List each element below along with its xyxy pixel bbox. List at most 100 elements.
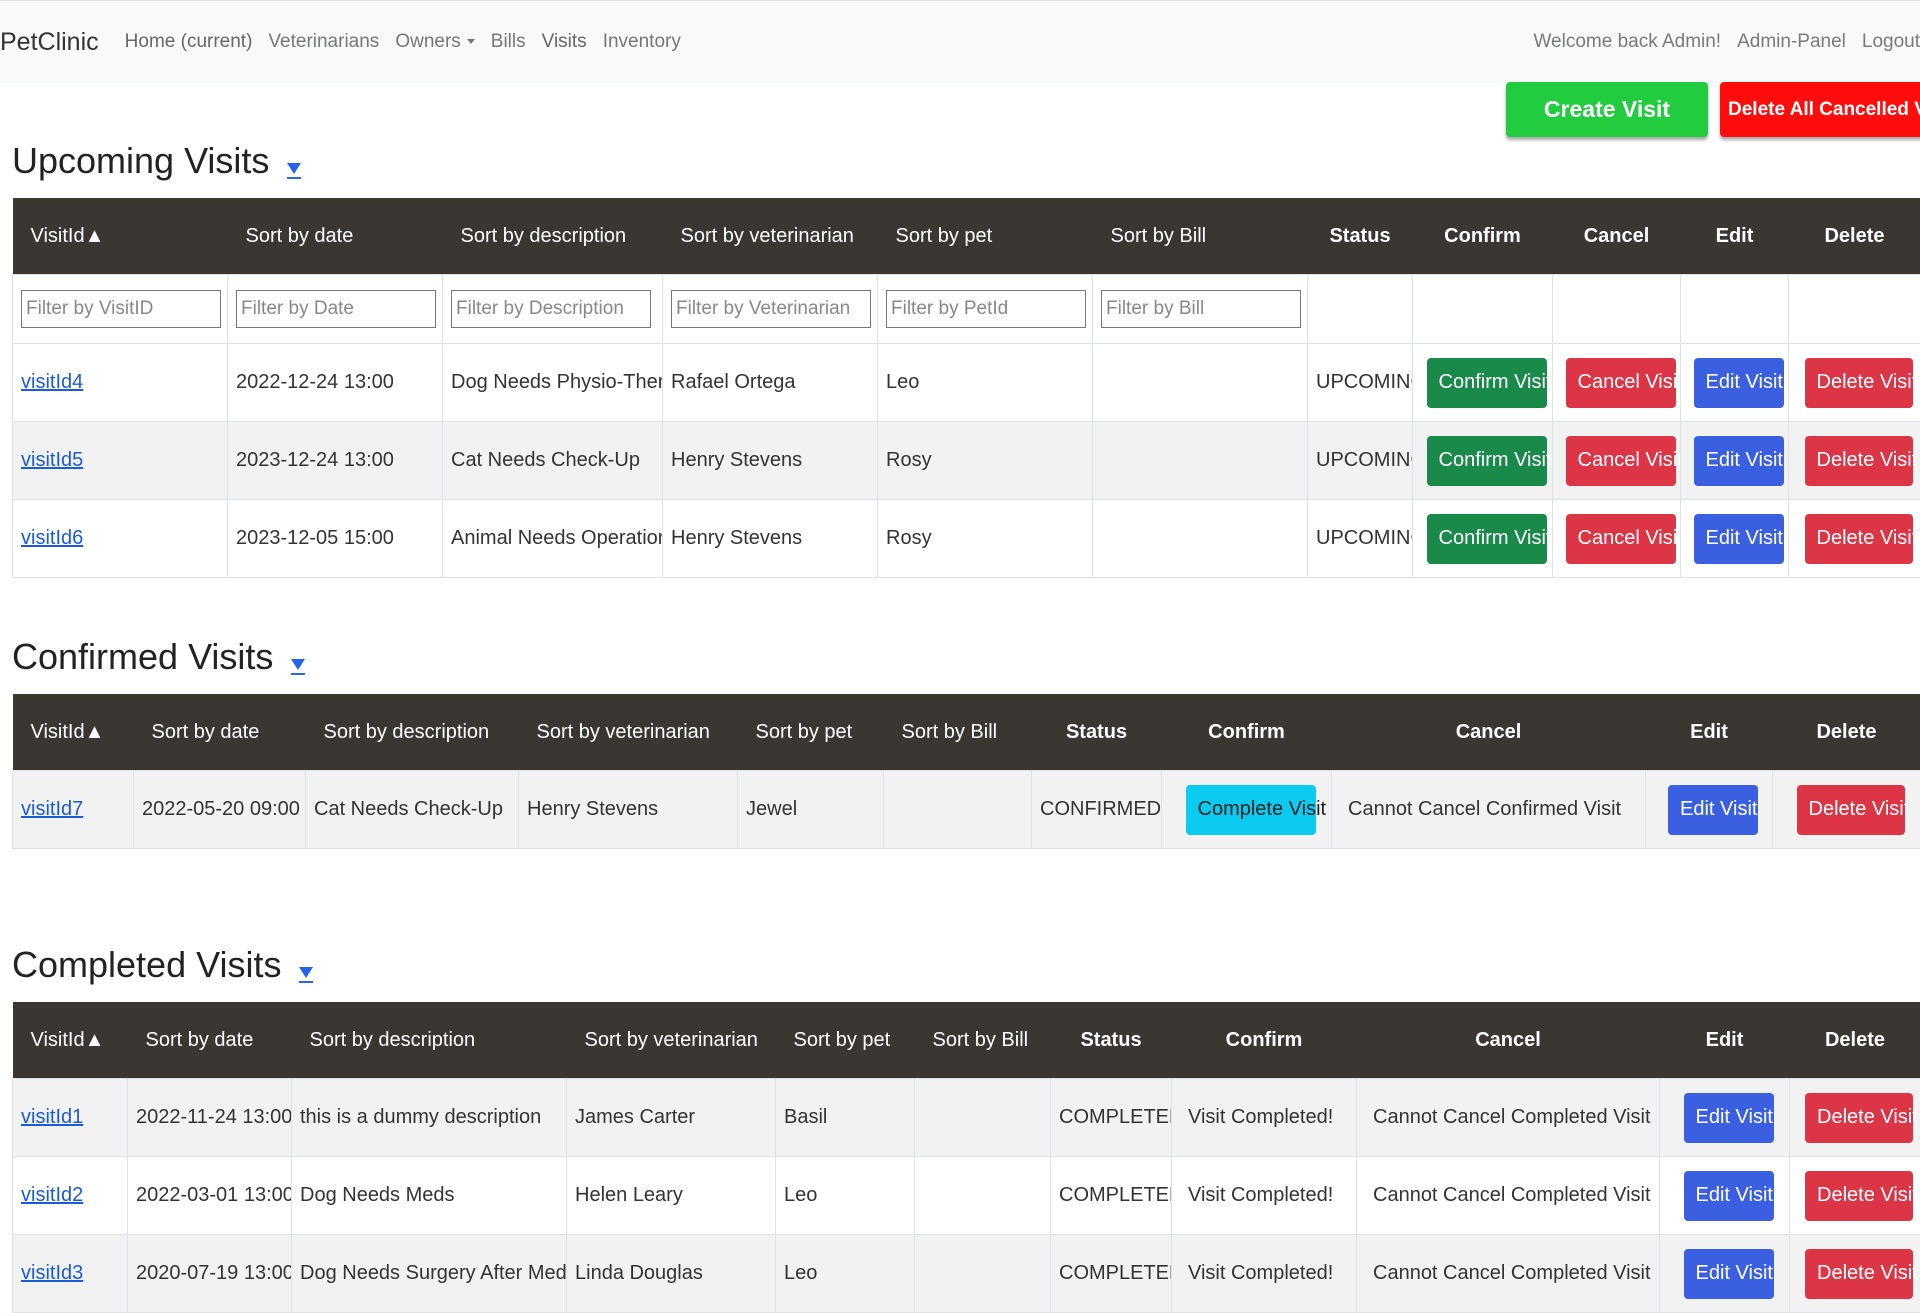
edit-visit-button[interactable]: Edit Visit bbox=[1694, 514, 1784, 564]
toggle-down-icon[interactable] bbox=[299, 965, 313, 983]
edit-visit-button[interactable]: Edit Visit bbox=[1684, 1249, 1774, 1299]
caret-down-icon bbox=[467, 39, 475, 44]
visit-status-cell: COMPLETED bbox=[1051, 1235, 1172, 1313]
visit-description-cell: Dog Needs Meds bbox=[292, 1157, 567, 1235]
create-visit-button[interactable]: Create Visit bbox=[1506, 82, 1708, 137]
completed-header-3[interactable]: Sort by veterinarian bbox=[567, 1002, 776, 1079]
edit-cell: Edit Visit bbox=[1660, 1079, 1790, 1157]
visit-pet-cell: Rosy bbox=[878, 422, 1093, 500]
visit-id-link[interactable]: visitId2 bbox=[21, 1184, 83, 1206]
filter-input-0[interactable] bbox=[21, 290, 221, 328]
completed-header-4[interactable]: Sort by pet bbox=[776, 1002, 915, 1079]
nav-logout[interactable]: Logout bbox=[1862, 31, 1920, 53]
cancel-cell: Cancel Visit bbox=[1553, 344, 1681, 422]
delete-visit-button[interactable]: Delete Visit bbox=[1797, 785, 1905, 835]
filter-input-1[interactable] bbox=[236, 290, 436, 328]
edit-cell: Edit Visit bbox=[1681, 422, 1789, 500]
complete-visit-button[interactable]: Complete Visit bbox=[1186, 785, 1316, 835]
upcoming-header-7: Confirm bbox=[1413, 198, 1553, 275]
confirm-visit-button[interactable]: Confirm Visit bbox=[1427, 358, 1547, 408]
visit-id-link[interactable]: visitId1 bbox=[21, 1106, 83, 1128]
completed-header-1[interactable]: Sort by date bbox=[128, 1002, 292, 1079]
visit-date-cell: 2022-12-24 13:00 bbox=[228, 344, 443, 422]
nav-inventory[interactable]: Inventory bbox=[603, 31, 681, 53]
completed-header-2[interactable]: Sort by description bbox=[292, 1002, 567, 1079]
cancel-cell: Cannot Cancel Confirmed Visit bbox=[1332, 771, 1646, 849]
delete-visit-button[interactable]: Delete Visit bbox=[1805, 358, 1913, 408]
delete-all-cancelled-button[interactable]: Delete All Cancelled Visits bbox=[1720, 82, 1920, 137]
nav-right: Welcome back Admin! Admin-Panel Logout bbox=[1517, 1, 1920, 83]
confirmed-header-9: Edit bbox=[1646, 694, 1773, 771]
edit-visit-button[interactable]: Edit Visit bbox=[1694, 436, 1784, 486]
visit-date-cell: 2022-11-24 13:00 bbox=[128, 1079, 292, 1157]
confirmed-header-5[interactable]: Sort by Bill bbox=[884, 694, 1032, 771]
edit-visit-button[interactable]: Edit Visit bbox=[1694, 358, 1784, 408]
completed-header-0[interactable]: VisitId▲ bbox=[13, 1002, 128, 1079]
confirmed-header-0[interactable]: VisitId▲ bbox=[13, 694, 134, 771]
upcoming-header-5[interactable]: Sort by Bill bbox=[1093, 198, 1308, 275]
filter-input-3[interactable] bbox=[671, 290, 871, 328]
toggle-down-icon[interactable] bbox=[287, 161, 301, 179]
toggle-down-icon[interactable] bbox=[291, 657, 305, 675]
upcoming-header-3[interactable]: Sort by veterinarian bbox=[663, 198, 878, 275]
visit-id-link[interactable]: visitId6 bbox=[21, 527, 83, 549]
upcoming-header-1[interactable]: Sort by date bbox=[228, 198, 443, 275]
confirmed-header-3[interactable]: Sort by veterinarian bbox=[519, 694, 738, 771]
edit-visit-button[interactable]: Edit Visit bbox=[1684, 1093, 1774, 1143]
filter-input-2[interactable] bbox=[451, 290, 651, 328]
cancel-visit-button[interactable]: Cancel Visit bbox=[1566, 514, 1676, 564]
visit-pet-cell: Basil bbox=[776, 1079, 915, 1157]
brand-logo[interactable]: PetClinic bbox=[0, 28, 99, 57]
confirmed-header-2[interactable]: Sort by description bbox=[306, 694, 519, 771]
cancel-cell: Cancel Visit bbox=[1553, 500, 1681, 578]
visit-vet-cell: Linda Douglas bbox=[567, 1235, 776, 1313]
visit-date-cell: 2020-07-19 13:00 bbox=[128, 1235, 292, 1313]
confirm-visit-button[interactable]: Confirm Visit bbox=[1427, 436, 1547, 486]
upcoming-header-0[interactable]: VisitId▲ bbox=[13, 198, 228, 275]
delete-visit-button[interactable]: Delete Visit bbox=[1805, 1093, 1913, 1143]
cancel-visit-button[interactable]: Cancel Visit bbox=[1566, 436, 1676, 486]
completed-header-5[interactable]: Sort by Bill bbox=[915, 1002, 1051, 1079]
confirmed-header-8: Cancel bbox=[1332, 694, 1646, 771]
nav-admin-panel[interactable]: Admin-Panel bbox=[1737, 31, 1846, 53]
confirmed-title-text: Confirmed Visits bbox=[12, 636, 273, 677]
nav-home[interactable]: Home (current) bbox=[125, 31, 253, 53]
edit-visit-button[interactable]: Edit Visit bbox=[1668, 785, 1758, 835]
cancel-visit-button[interactable]: Cancel Visit bbox=[1566, 358, 1676, 408]
upcoming-header-4[interactable]: Sort by pet bbox=[878, 198, 1093, 275]
visit-description-cell: Animal Needs Operation bbox=[443, 500, 663, 578]
edit-cell: Edit Visit bbox=[1681, 500, 1789, 578]
delete-visit-button[interactable]: Delete Visit bbox=[1805, 514, 1913, 564]
confirmed-header-1[interactable]: Sort by date bbox=[134, 694, 306, 771]
upcoming-header-2[interactable]: Sort by description bbox=[443, 198, 663, 275]
confirmed-header-4[interactable]: Sort by pet bbox=[738, 694, 884, 771]
visit-id-link[interactable]: visitId7 bbox=[21, 798, 83, 820]
visit-pet-cell: Leo bbox=[776, 1235, 915, 1313]
nav-bills[interactable]: Bills bbox=[491, 31, 526, 53]
completed-header-9: Edit bbox=[1660, 1002, 1790, 1079]
visit-id-cell: visitId4 bbox=[13, 344, 228, 422]
edit-visit-button[interactable]: Edit Visit bbox=[1684, 1171, 1774, 1221]
visit-id-link[interactable]: visitId3 bbox=[21, 1262, 83, 1284]
filter-input-4[interactable] bbox=[886, 290, 1086, 328]
visit-description-cell: this is a dummy description bbox=[292, 1079, 567, 1157]
visit-id-link[interactable]: visitId5 bbox=[21, 449, 83, 471]
delete-cell: Delete Visit bbox=[1790, 1079, 1920, 1157]
nav-veterinarians[interactable]: Veterinarians bbox=[268, 31, 379, 53]
delete-visit-button[interactable]: Delete Visit bbox=[1805, 436, 1913, 486]
delete-visit-button[interactable]: Delete Visit bbox=[1805, 1249, 1913, 1299]
visit-vet-cell: Henry Stevens bbox=[663, 500, 878, 578]
confirm-visit-button[interactable]: Confirm Visit bbox=[1427, 514, 1547, 564]
visit-id-link[interactable]: visitId4 bbox=[21, 371, 83, 393]
visit-pet-cell: Leo bbox=[776, 1157, 915, 1235]
delete-visit-button[interactable]: Delete Visit bbox=[1805, 1171, 1913, 1221]
nav-owners-dropdown[interactable]: Owners bbox=[395, 31, 474, 53]
visit-status-cell: COMPLETED bbox=[1051, 1079, 1172, 1157]
nav-visits[interactable]: Visits bbox=[542, 31, 587, 53]
confirm-cell: Visit Completed! bbox=[1172, 1235, 1357, 1313]
upcoming-section-title: Upcoming Visits bbox=[12, 140, 301, 182]
filter-input-5[interactable] bbox=[1101, 290, 1301, 328]
visit-description-cell: Cat Needs Check-Up bbox=[306, 771, 519, 849]
